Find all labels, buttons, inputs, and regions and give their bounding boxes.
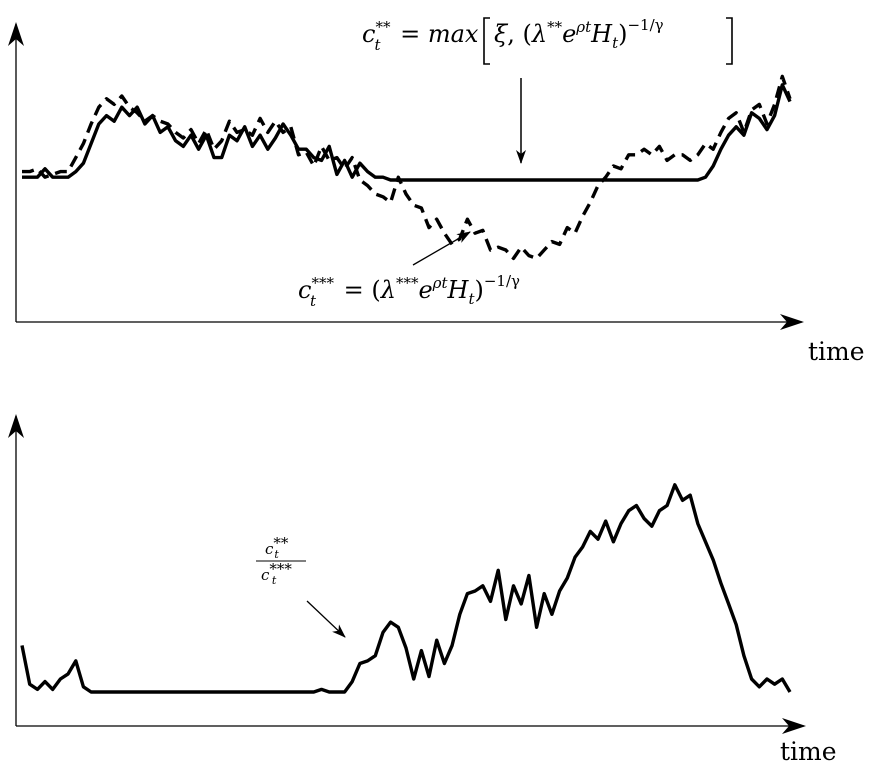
top-annotation-c2-formula: c** t = max ξ, (λ**eρtHt)−1/γ bbox=[362, 16, 733, 65]
bottom-chart: time c** t c*** t bbox=[7, 414, 837, 766]
top-chart: time c** t = max ξ, (λ**eρtHt)−1/γ c*** t … bbox=[7, 16, 865, 366]
top-x-axis-label: time bbox=[808, 337, 865, 366]
top-annotation-c3-formula: c*** t = (λ***eρtHt)−1/γ bbox=[298, 272, 520, 310]
bottom-series-layer bbox=[20, 483, 792, 694]
bottom-x-axis-label: time bbox=[780, 737, 837, 766]
bottom-annotation-ratio-arrow bbox=[306, 600, 346, 638]
top-series-layer bbox=[22, 74, 792, 261]
svg-text:ξ, (λ**eρtHt)−1/γ: ξ, (λ**eρtHt)−1/γ bbox=[494, 16, 664, 52]
top-series-solid-line bbox=[22, 83, 792, 182]
svg-text:c***t: c*** t bbox=[261, 560, 292, 587]
svg-text:c**t: c** t bbox=[265, 534, 289, 561]
bottom-annotation-ratio: c** t c*** t bbox=[256, 534, 306, 587]
svg-text:c***t = (λ***eρtHt)−1/γ: c*** t = (λ***eρtHt)−1/γ bbox=[298, 272, 520, 310]
top-series-dashed-line bbox=[22, 74, 792, 261]
svg-text:c**t = max: c** t = max bbox=[362, 18, 479, 54]
bottom-series-solid-line bbox=[20, 483, 792, 694]
top-annotation-c3-arrow bbox=[412, 231, 471, 266]
